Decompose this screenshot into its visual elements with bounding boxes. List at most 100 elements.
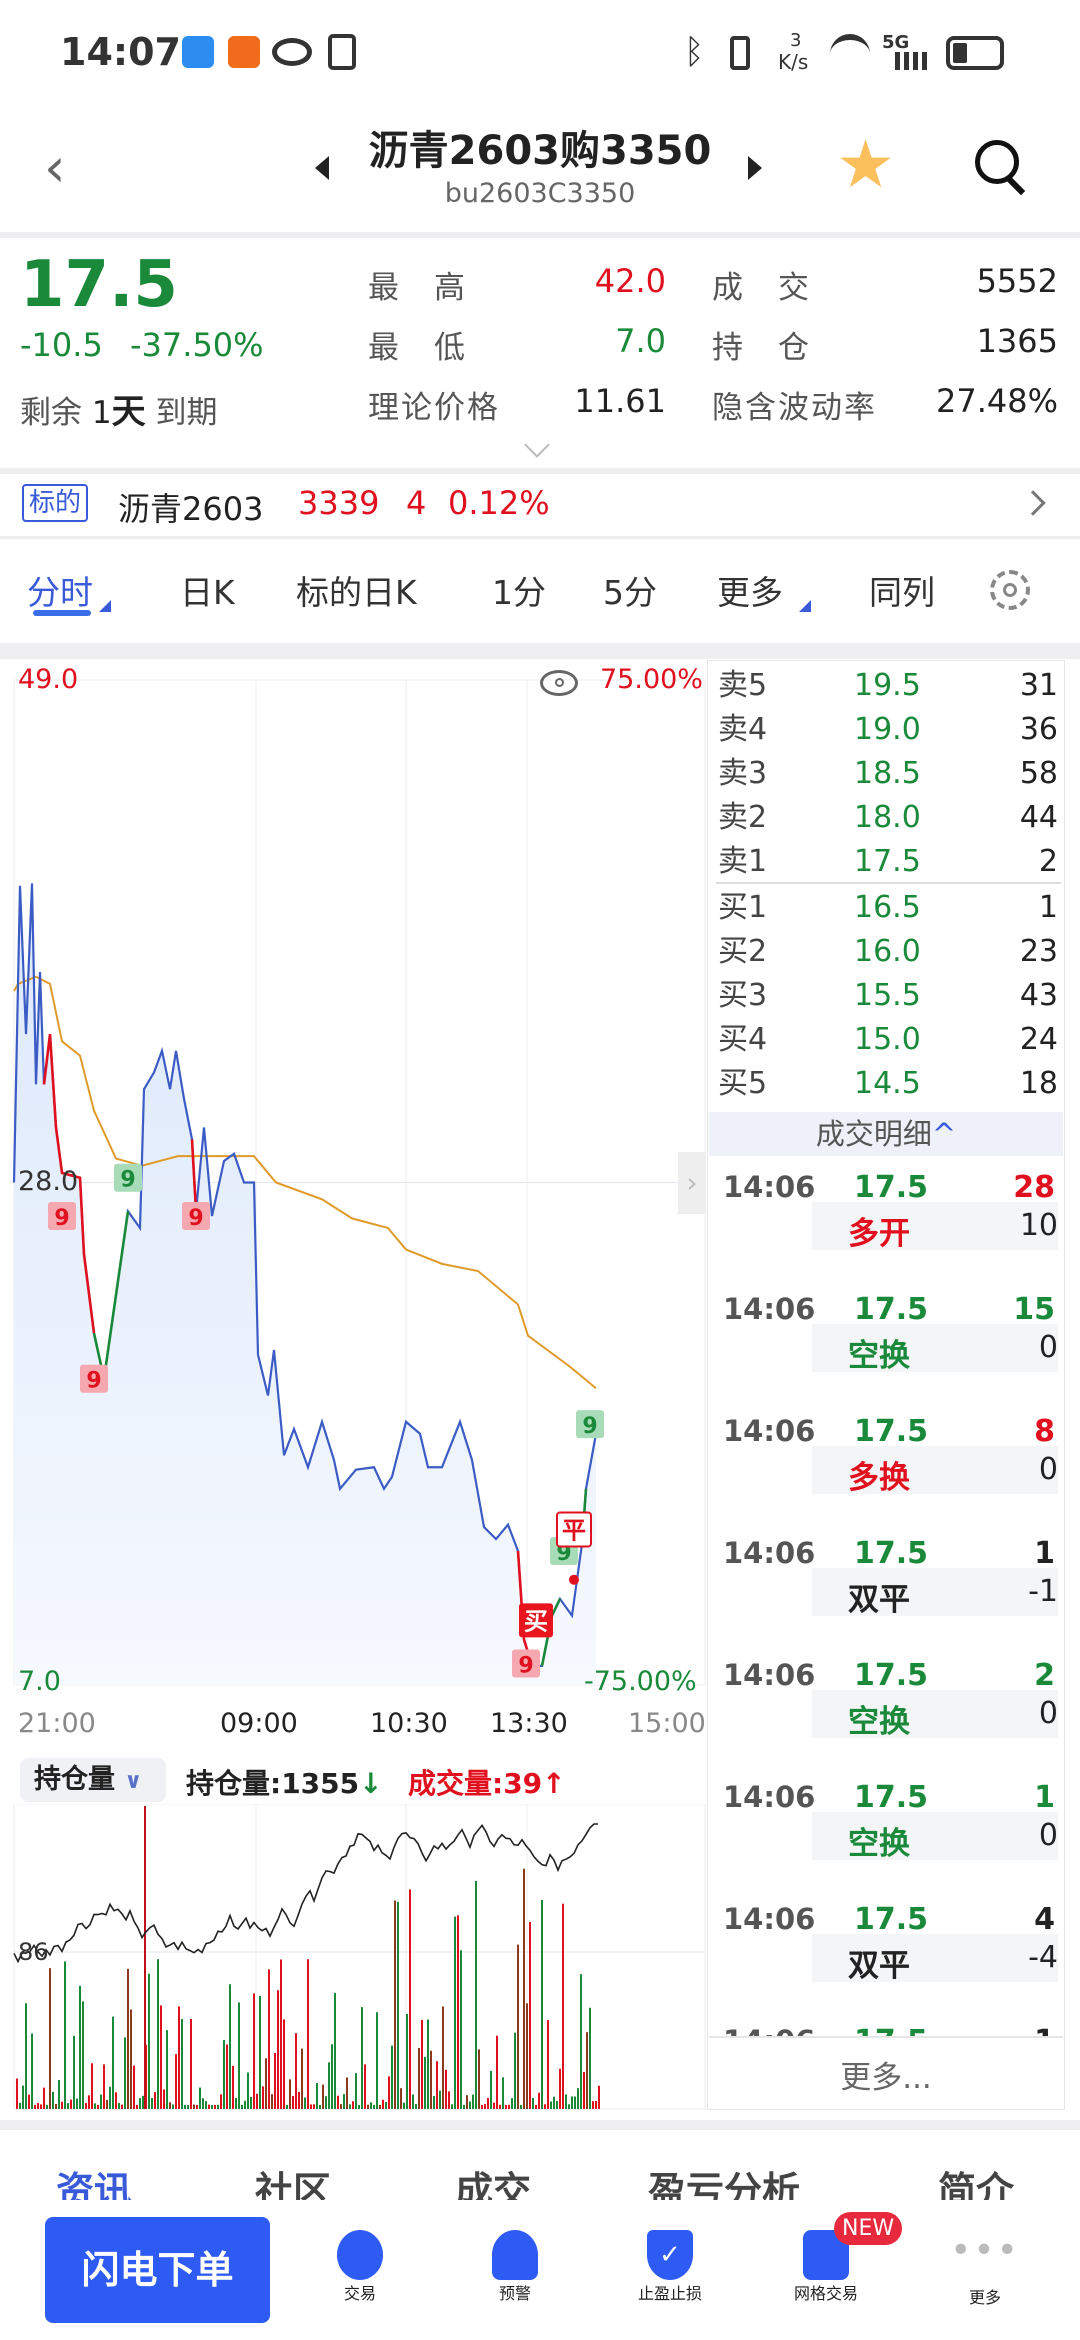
more-trades-link[interactable]: 更多... (840, 2060, 932, 2096)
search-icon[interactable] (975, 140, 1027, 196)
volume-bar (199, 2087, 201, 2109)
settings-gear-icon[interactable] (990, 570, 1030, 610)
ask-row[interactable]: 卖3 18.5 58 (718, 752, 1058, 796)
action-grid-chart[interactable]: NEW 网格交易 (756, 2212, 903, 2304)
trade-qty: 2 (1034, 1658, 1055, 1693)
volume-oi-chart[interactable] (0, 1804, 706, 2110)
volume-bar (247, 2072, 249, 2109)
volume-bar (319, 2104, 321, 2109)
volume-bar (424, 2056, 426, 2109)
volume-bar (133, 2065, 135, 2109)
bid-row[interactable]: 买5 14.5 18 (718, 1062, 1058, 1106)
stat-label: 最 高 (368, 270, 467, 306)
bid-qty: 23 (1019, 934, 1058, 969)
volume-bar (208, 2104, 210, 2109)
volume-bar (277, 1990, 279, 2109)
trade-list[interactable]: 14:06 17.5 28 多开 10 14:06 17.5 15 空换 0 14:06 17.5 8 多… (0, 0, 1080, 2036)
trade-price: 17.5 (854, 1536, 929, 1571)
bid-row[interactable]: 买1 16.5 1 (718, 886, 1058, 930)
volume-bar (517, 1944, 519, 2109)
volume-frame (13, 1804, 706, 2110)
action-label: 更多 (968, 2288, 1001, 2307)
bid-qty: 24 (1019, 1022, 1058, 1057)
action-shield-check[interactable]: ✓ 止盈止损 (600, 2230, 740, 2304)
volume-bar (79, 1985, 81, 2109)
trade-icon (337, 2230, 383, 2280)
more-dots-icon: ••• (950, 2230, 1020, 2271)
volume-bar (580, 1974, 582, 2109)
volume-bar (67, 2103, 69, 2109)
volume-bar (139, 2098, 141, 2109)
trade-time: 14:06 (723, 1780, 816, 1814)
favorite-star-icon[interactable]: ★ (836, 126, 896, 203)
volume-bar (49, 1968, 51, 2109)
last-price: 17.5 (20, 248, 178, 322)
bottom-tab-3[interactable]: 盈亏分析 (648, 2169, 801, 2200)
back-button[interactable]: ‹ (44, 136, 66, 199)
tab-4[interactable]: 5分 (603, 573, 657, 612)
volume-bar (34, 2104, 36, 2109)
bottom-tab-0[interactable]: 资讯 (56, 2169, 133, 2200)
volume-bar (445, 2069, 447, 2109)
bottom-tab-4[interactable]: 简介 (938, 2169, 1015, 2200)
bid-row[interactable]: 买3 15.5 43 (718, 974, 1058, 1018)
action-trade[interactable]: 交易 (290, 2230, 430, 2304)
volume-bar (538, 2092, 540, 2109)
ask-row[interactable]: 卖2 18.0 44 (718, 796, 1058, 840)
ask-row[interactable]: 卖4 19.0 36 (718, 708, 1058, 752)
signal-marker-box (48, 1202, 76, 1230)
time-axis-label: 09:00 (220, 1708, 298, 1739)
eye-toggle-icon[interactable] (540, 670, 578, 696)
volume-bar (244, 2100, 246, 2109)
volume-bar (334, 1992, 336, 2109)
eye-icon (272, 38, 312, 66)
bid-price: 16.5 (854, 890, 921, 925)
volume-bar (325, 2096, 327, 2109)
volume-bar (523, 1868, 525, 2109)
volume-bar (322, 2084, 324, 2109)
volume-bar (280, 1959, 282, 2109)
tab-0[interactable]: 分时 (27, 573, 93, 612)
action-more-dots[interactable]: ••• 更多 (915, 2230, 1055, 2308)
volume-bar (370, 2102, 372, 2109)
next-contract-icon[interactable] (748, 156, 762, 180)
volume-bar (472, 2094, 474, 2109)
bottom-tab-2[interactable]: 成交 (455, 2169, 532, 2200)
tab-5[interactable]: 更多 (717, 573, 783, 612)
volume-bar (505, 2105, 507, 2109)
signal-marker-box (182, 1202, 210, 1230)
page-title: 沥青2603购3350 (368, 128, 712, 174)
volume-bar (493, 2102, 495, 2109)
dropdown-corner-icon (799, 600, 811, 612)
trade-price: 17.5 (854, 1780, 929, 1815)
tab-1[interactable]: 日K (180, 573, 235, 612)
battery-icon (946, 36, 1004, 70)
ask-row[interactable]: 卖5 19.5 31 (718, 664, 1058, 708)
underlying-row[interactable]: 标的 沥青2603 3339 4 0.12% (0, 474, 1080, 536)
volume-bar (499, 2104, 501, 2109)
ask-price: 17.5 (854, 844, 921, 879)
tab-6[interactable]: 同列 (869, 573, 935, 612)
volume-bar (589, 2007, 591, 2109)
ask-row[interactable]: 卖1 17.5 2 (718, 840, 1058, 884)
tab-2[interactable]: 标的日K (296, 573, 417, 612)
action-bell[interactable]: 预警 (445, 2230, 585, 2304)
trade-item: 14:06 17.5 1 空换 0 (710, 1780, 1060, 1902)
volume-bar (289, 2079, 291, 2109)
arrow-down-icon: ↓ (359, 1767, 383, 1800)
prev-contract-icon[interactable] (315, 156, 329, 180)
bid-row[interactable]: 买4 15.0 24 (718, 1018, 1058, 1062)
bid-row[interactable]: 买2 16.0 23 (718, 930, 1058, 974)
flash-order-button[interactable]: 闪电下单 (45, 2217, 270, 2323)
trade-time: 14:06 (723, 1902, 816, 1936)
panel-expand-handle[interactable]: › (678, 1152, 706, 1214)
volume-bar (373, 2104, 375, 2109)
trade-oi-change: 0 (1038, 1452, 1058, 1487)
indicator-selector[interactable]: 持仓量 ∨ (20, 1758, 166, 1802)
volume-bar (496, 2035, 498, 2109)
signal-marker: 平 (562, 1516, 586, 1544)
tab-3[interactable]: 1分 (492, 573, 546, 612)
bottom-tab-1[interactable]: 社区 (255, 2169, 332, 2200)
trade-detail-header[interactable]: 成交明细^ (709, 1112, 1063, 1156)
